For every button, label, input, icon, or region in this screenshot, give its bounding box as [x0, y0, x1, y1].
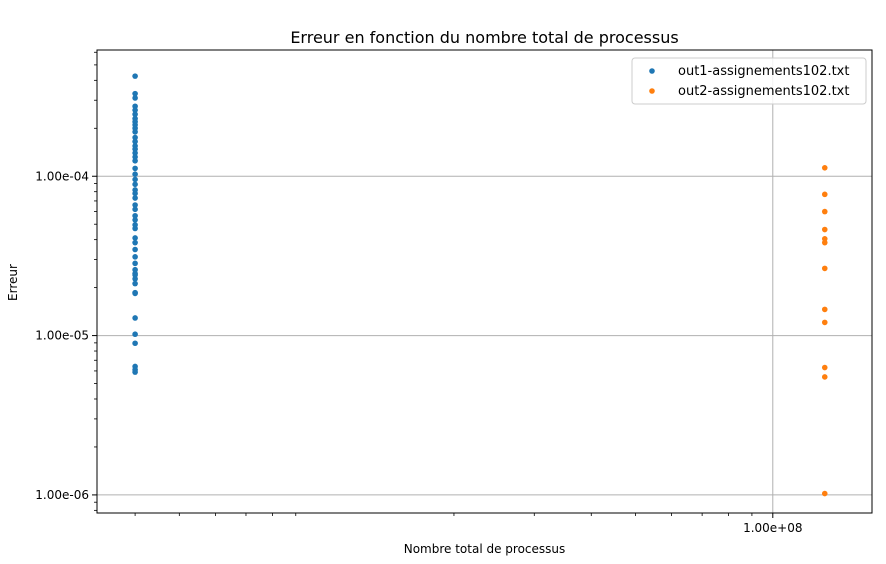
scatter-point-out1	[132, 212, 138, 219]
scatter-point-out1	[132, 369, 138, 375]
y-tick-label: 1.00e-04	[35, 169, 89, 183]
scatter-point-out1	[132, 190, 138, 197]
y-tick-label: 1.00e-06	[35, 488, 89, 502]
major-ticks: 1.00e-04 1.00e-05 1.00e-06 1.00e+08	[35, 169, 802, 535]
scatter-point-out1	[132, 225, 138, 232]
scatter-point-out2	[821, 265, 828, 272]
scatter-point-out2	[821, 364, 828, 371]
scatter-point-out1	[132, 181, 138, 188]
legend-label-out1: out1-assignements102.txt	[678, 64, 849, 79]
scatter-point-out1	[132, 107, 138, 113]
chart-title: Erreur en fonction du nombre total de pr…	[290, 28, 678, 47]
plot-frame	[96, 49, 873, 514]
scatter-point-out2	[821, 208, 828, 215]
legend: out1-assignements102.txt out2-assignemen…	[631, 57, 867, 105]
scatter-point-out1	[132, 217, 138, 223]
scatter-point-out1	[132, 235, 138, 241]
scatter-point-out1	[132, 165, 138, 172]
scatter-point-out1	[132, 202, 138, 208]
scatter-point-out2	[821, 164, 828, 171]
scatter-point-out1	[132, 340, 138, 347]
scatter-point-out2	[821, 374, 828, 380]
scatter-point-out1	[132, 246, 138, 253]
scatter-point-out1	[132, 176, 138, 183]
grid-lines	[97, 50, 872, 513]
scatter-point-out1	[132, 290, 138, 297]
x-axis-label: Nombre total de processus	[404, 542, 566, 556]
scatter-point-out1	[132, 276, 138, 282]
scatter-point-out1	[132, 146, 138, 152]
scatter-point-out1	[132, 254, 138, 260]
scatter-point-out1	[132, 195, 138, 201]
legend-box	[631, 57, 867, 105]
legend-marker-out2	[649, 88, 655, 94]
scatter-point-out1	[132, 331, 138, 338]
scatter-point-out2	[821, 226, 828, 233]
legend-marker-out1	[649, 68, 655, 74]
scatter-point-out1	[132, 158, 138, 164]
scatter-point-out1	[132, 171, 138, 178]
scatter-point-out1	[132, 138, 138, 145]
scatter-point-out2	[821, 191, 828, 198]
scatter-point-out1	[132, 90, 138, 97]
scatter-point-out1	[132, 239, 138, 246]
scatter-point-out1	[132, 150, 138, 156]
scatter-point-out1	[132, 260, 138, 267]
scatter-point-out1	[132, 103, 138, 110]
scatter-point-out2	[821, 319, 828, 326]
scatter-point-out1	[132, 73, 138, 79]
scatter-point-out1	[132, 266, 138, 273]
scatter-point-out2	[821, 306, 828, 313]
x-tick-label: 1.00e+08	[743, 521, 802, 535]
scatter-point-out2	[821, 235, 828, 242]
scatter-point-out1	[132, 134, 138, 141]
scatter-point-out1	[132, 206, 138, 213]
y-axis-label: Erreur	[6, 264, 20, 301]
y-tick-label: 1.00e-05	[35, 329, 89, 343]
legend-label-out2: out2-assignements102.txt	[678, 84, 849, 99]
scatter-points	[132, 73, 828, 497]
scatter-point-out1	[132, 272, 138, 278]
scatter-point-out1	[132, 129, 138, 135]
scatter-point-out1	[132, 280, 138, 287]
scatter-point-out1	[132, 111, 138, 118]
scatter-point-out2	[821, 239, 828, 246]
scatter-point-out2	[821, 490, 828, 497]
scatter-point-out1	[132, 95, 138, 101]
scatter-point-out1	[132, 315, 138, 321]
